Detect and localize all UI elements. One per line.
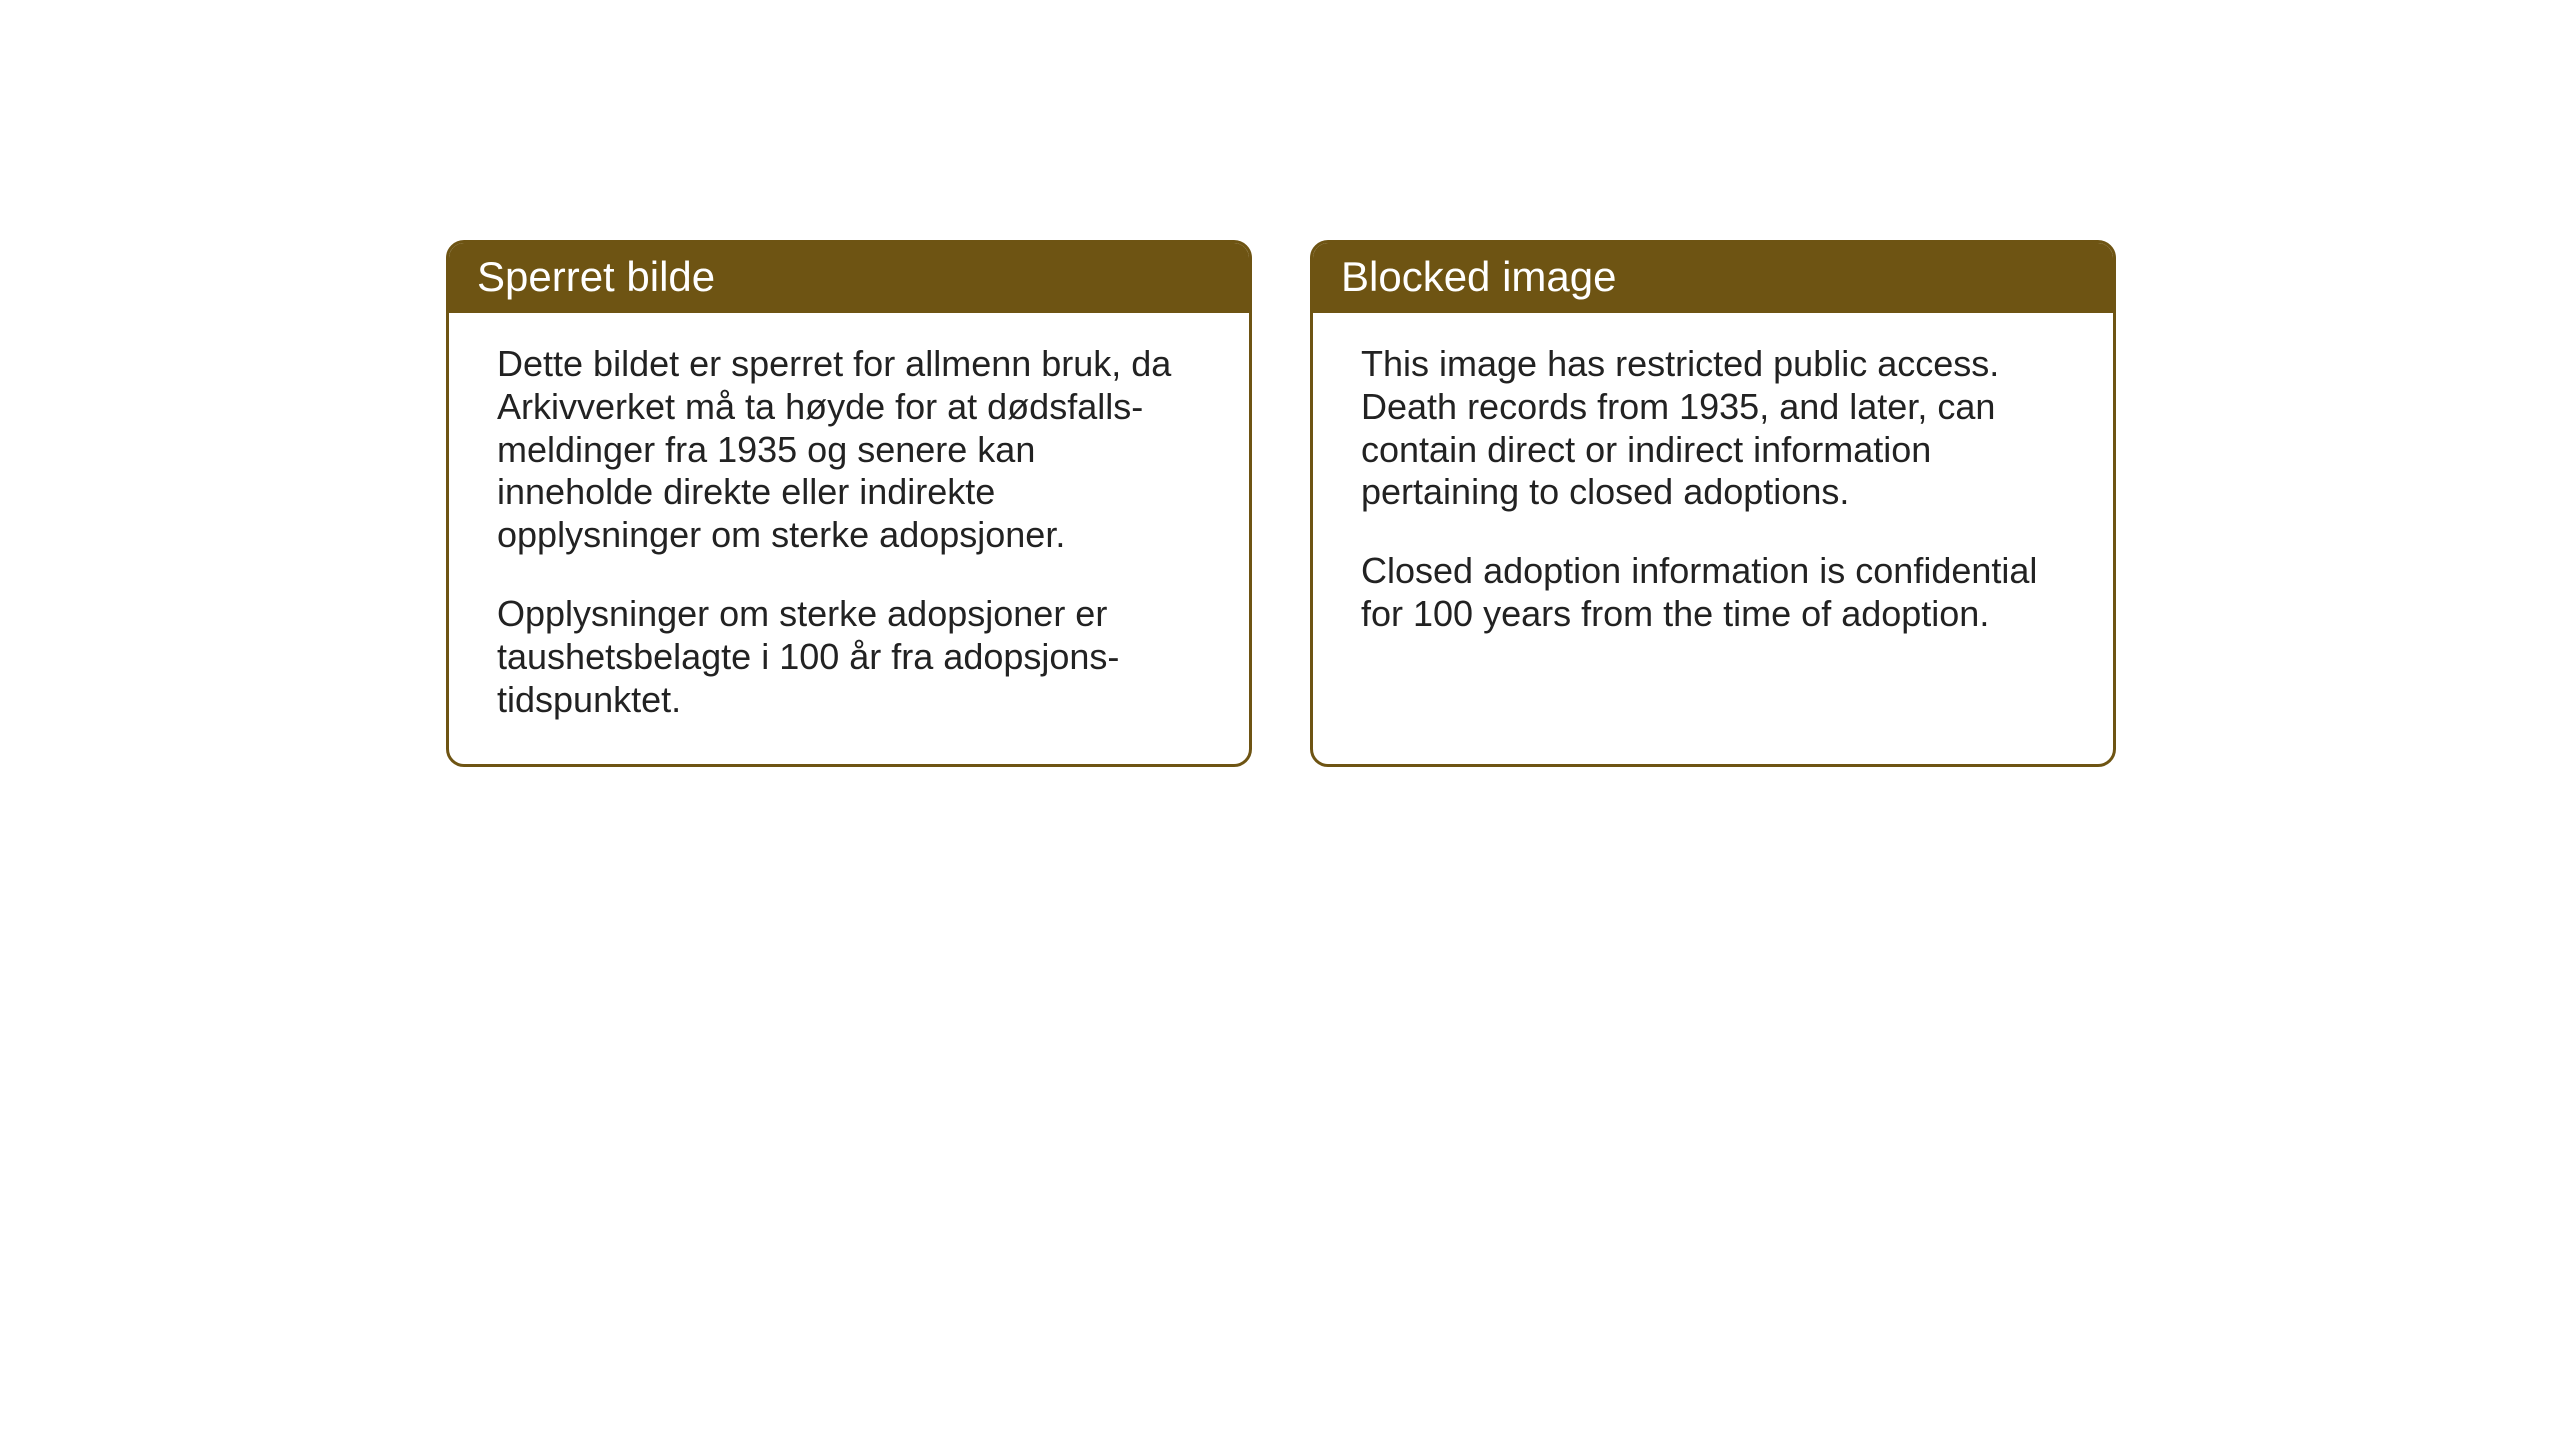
card-paragraph: Opplysninger om sterke adopsjoner er tau… bbox=[497, 593, 1201, 721]
card-title: Blocked image bbox=[1341, 253, 1616, 300]
notice-card-english: Blocked image This image has restricted … bbox=[1310, 240, 2116, 767]
card-paragraph: Dette bildet er sperret for allmenn bruk… bbox=[497, 343, 1201, 557]
notice-card-norwegian: Sperret bilde Dette bildet er sperret fo… bbox=[446, 240, 1252, 767]
card-body-english: This image has restricted public access.… bbox=[1313, 313, 2113, 678]
notice-container: Sperret bilde Dette bildet er sperret fo… bbox=[446, 240, 2116, 767]
card-body-norwegian: Dette bildet er sperret for allmenn bruk… bbox=[449, 313, 1249, 764]
card-header-norwegian: Sperret bilde bbox=[449, 243, 1249, 313]
card-paragraph: This image has restricted public access.… bbox=[1361, 343, 2065, 514]
card-title: Sperret bilde bbox=[477, 253, 715, 300]
card-paragraph: Closed adoption information is confident… bbox=[1361, 550, 2065, 636]
card-header-english: Blocked image bbox=[1313, 243, 2113, 313]
